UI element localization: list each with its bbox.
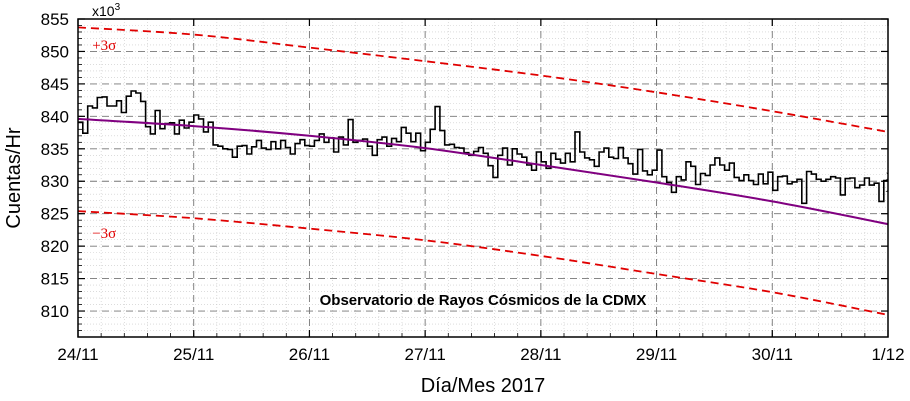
- grid: [77, 18, 889, 338]
- labels: Cuentas/Hr Día/Mes 2017 x103 Observatori…: [3, 2, 646, 397]
- trend-line: [78, 117, 888, 226]
- y-tick-label: 815: [41, 270, 69, 289]
- chart-title: Observatorio de Rayos Cósmicos de la CDM…: [320, 292, 647, 309]
- series-layer: [78, 26, 888, 316]
- x-tick-label: 26/11: [289, 345, 330, 364]
- lower-3sigma-line: [78, 210, 888, 316]
- plot-frame: [77, 18, 889, 338]
- y-tick-label: 835: [41, 140, 69, 159]
- x-tick-label: 1/12: [871, 345, 904, 364]
- y-tick-label: 810: [41, 302, 69, 321]
- y-multiplier-label: x103: [92, 2, 121, 19]
- x-tick-label: 30/11: [752, 345, 793, 364]
- y-tick-label: 820: [41, 237, 69, 256]
- series-counts-step-line: [78, 90, 888, 245]
- x-tick-label: 25/11: [173, 345, 214, 364]
- y-tick-label: 840: [41, 107, 69, 126]
- y-tick-label: 855: [41, 10, 69, 29]
- y-tick-label: 825: [41, 205, 69, 224]
- plus-3sigma-label: +3σ: [92, 38, 116, 54]
- x-tick-label: 24/11: [57, 345, 98, 364]
- y-axis-label: Cuentas/Hr: [3, 127, 25, 228]
- y-multiplier-exponent: 3: [115, 2, 121, 13]
- y-tick-label: 845: [41, 75, 69, 94]
- minus-3sigma-label: −3σ: [92, 226, 116, 242]
- y-multiplier-base: x10: [92, 3, 115, 19]
- ticks: 24/11 25/11 26/11 27/11 28/11 29/11 30/11 1/12 8…: [41, 10, 905, 364]
- x-tick-label: 29/11: [636, 345, 677, 364]
- x-tick-label: 28/11: [520, 345, 561, 364]
- x-axis-label: Día/Mes 2017: [421, 375, 546, 397]
- x-tick-label: 27/11: [405, 345, 446, 364]
- y-tick-label: 850: [41, 42, 69, 61]
- y-tick-label: 830: [41, 172, 69, 191]
- upper-3sigma-line: [78, 26, 888, 133]
